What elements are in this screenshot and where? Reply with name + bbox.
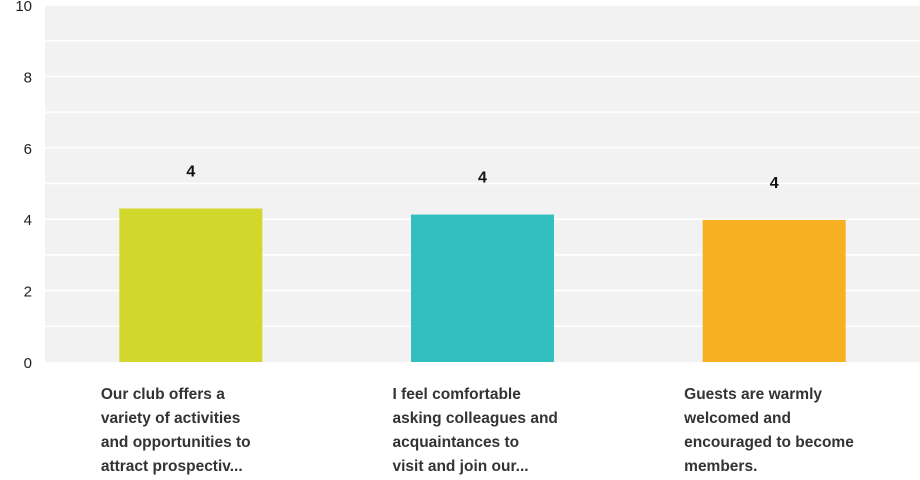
- bar: [411, 214, 554, 362]
- bar: [119, 208, 263, 362]
- bars: [119, 208, 846, 362]
- y-tick-label: 6: [24, 141, 32, 158]
- y-tick-label: 0: [24, 355, 32, 372]
- y-tick-label: 8: [24, 69, 32, 86]
- x-category-label: I feel comfortable asking colleagues and…: [392, 386, 558, 475]
- bar: [702, 219, 846, 362]
- y-tick-label: 4: [24, 212, 32, 229]
- y-tick-label: 2: [24, 284, 32, 301]
- x-category-label: Our club offers a variety of activities …: [100, 386, 251, 475]
- bar-value-label: 4: [770, 175, 779, 192]
- y-axis-ticks: 0 2 4 6 8 10: [15, 0, 32, 372]
- x-category-label: Guests are warmly welcomed and encourage…: [684, 386, 854, 475]
- bar-value-label: 4: [186, 163, 195, 180]
- data-labels: 4 4 4: [186, 163, 778, 191]
- y-tick-label: 10: [15, 0, 32, 15]
- bar-value-label: 4: [478, 170, 487, 187]
